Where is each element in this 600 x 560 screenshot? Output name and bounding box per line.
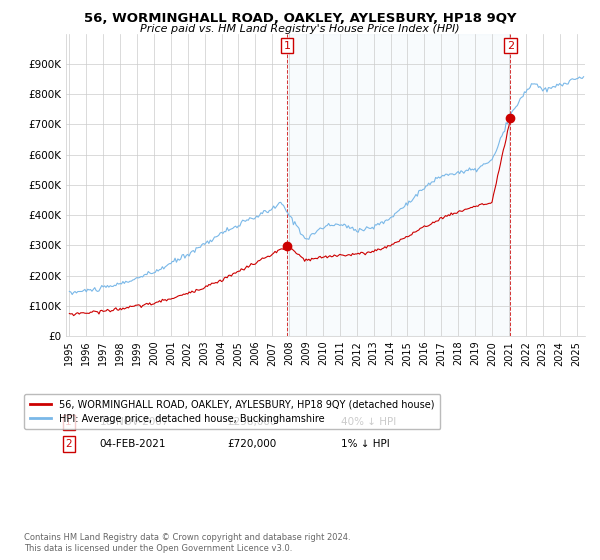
Text: 2: 2 xyxy=(65,439,72,449)
Legend: 56, WORMINGHALL ROAD, OAKLEY, AYLESBURY, HP18 9QY (detached house), HPI: Average: 56, WORMINGHALL ROAD, OAKLEY, AYLESBURY,… xyxy=(24,394,440,430)
Text: 1% ↓ HPI: 1% ↓ HPI xyxy=(341,439,390,449)
Text: 40% ↓ HPI: 40% ↓ HPI xyxy=(341,417,397,427)
Text: Contains HM Land Registry data © Crown copyright and database right 2024.
This d: Contains HM Land Registry data © Crown c… xyxy=(24,533,350,553)
Text: 16-NOV-2007: 16-NOV-2007 xyxy=(100,417,169,427)
Text: 1: 1 xyxy=(284,41,290,51)
Text: Price paid vs. HM Land Registry's House Price Index (HPI): Price paid vs. HM Land Registry's House … xyxy=(140,24,460,34)
Text: 2: 2 xyxy=(507,41,514,51)
Text: 1: 1 xyxy=(65,417,72,427)
Text: 56, WORMINGHALL ROAD, OAKLEY, AYLESBURY, HP18 9QY: 56, WORMINGHALL ROAD, OAKLEY, AYLESBURY,… xyxy=(84,12,516,25)
Bar xyxy=(287,34,511,336)
Text: £720,000: £720,000 xyxy=(227,439,276,449)
Text: £298,000: £298,000 xyxy=(227,417,276,427)
Text: 04-FEB-2021: 04-FEB-2021 xyxy=(100,439,166,449)
